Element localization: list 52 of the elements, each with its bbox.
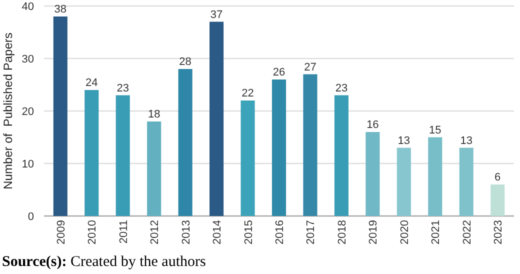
bar xyxy=(116,95,130,216)
bar xyxy=(366,132,380,216)
data-label: 27 xyxy=(304,61,316,74)
x-tick-label: 2016 xyxy=(274,220,286,244)
bar xyxy=(240,100,255,216)
source-note: Source(s): Created by the authors xyxy=(2,254,206,270)
y-axis-title: Number of Published Papers xyxy=(1,32,15,190)
data-label: 16 xyxy=(366,119,379,131)
bar xyxy=(147,122,162,216)
x-tick-label: 2021 xyxy=(430,220,442,244)
bar xyxy=(490,184,505,216)
bar xyxy=(396,148,411,216)
x-tick-label: 2015 xyxy=(242,220,255,244)
data-label: 6 xyxy=(494,172,501,184)
data-label: 38 xyxy=(54,4,67,16)
x-tick-label: 2020 xyxy=(398,220,411,244)
x-tick-label: 2014 xyxy=(212,220,224,244)
data-label: 26 xyxy=(272,66,286,78)
bar xyxy=(459,148,474,216)
data-label: 18 xyxy=(148,108,160,120)
x-tick-label: 2023 xyxy=(492,220,505,244)
bar xyxy=(178,69,192,216)
y-tick-label: 0 xyxy=(28,211,34,223)
data-label: 23 xyxy=(335,82,348,94)
bar xyxy=(53,16,68,216)
x-tick-label: 2013 xyxy=(180,220,192,244)
y-tick-label: 20 xyxy=(22,106,34,118)
x-tick-label: 2022 xyxy=(461,220,474,244)
data-label: 28 xyxy=(179,56,192,68)
bar xyxy=(428,137,442,216)
data-label: 24 xyxy=(86,77,98,89)
data-label: 13 xyxy=(398,134,410,147)
data-label: 23 xyxy=(116,82,129,94)
y-tick-label: 10 xyxy=(22,158,34,170)
x-tick-label: 2011 xyxy=(118,220,130,244)
bar xyxy=(210,22,224,216)
x-tick-label: 2010 xyxy=(86,220,99,244)
data-label: 15 xyxy=(429,124,442,136)
data-label: 22 xyxy=(242,88,254,100)
bar xyxy=(84,90,99,216)
x-tick-label: 2009 xyxy=(55,220,68,244)
data-label: 37 xyxy=(210,8,223,21)
x-tick-label: 2012 xyxy=(149,220,162,244)
data-label: 13 xyxy=(460,134,472,147)
bar xyxy=(303,74,318,216)
bar xyxy=(272,80,286,216)
y-tick-label: 30 xyxy=(22,54,34,66)
y-tick-label: 40 xyxy=(22,1,34,13)
x-tick-label: 2017 xyxy=(305,220,318,244)
x-tick-label: 2018 xyxy=(336,220,348,244)
bar xyxy=(334,95,348,216)
x-tick-label: 2019 xyxy=(368,220,380,244)
